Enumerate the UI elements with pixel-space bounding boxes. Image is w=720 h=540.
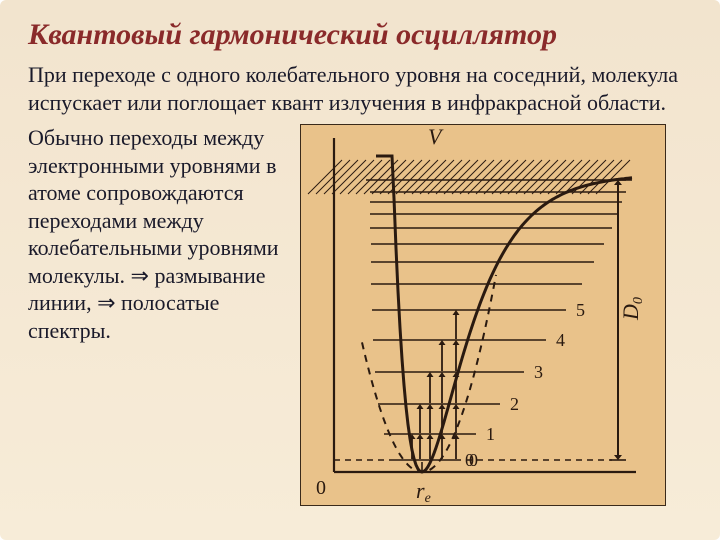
slide-title: Квантовый гармонический осциллятор <box>28 18 692 51</box>
svg-text:5: 5 <box>576 300 585 320</box>
morse-potential-diagram: V0re012345D00 <box>300 124 666 506</box>
svg-text:4: 4 <box>556 330 565 350</box>
diagram-svg: V0re012345D00 <box>300 124 666 506</box>
svg-text:0: 0 <box>469 450 478 470</box>
svg-text:3: 3 <box>534 362 543 382</box>
svg-text:0: 0 <box>316 477 326 499</box>
svg-text:2: 2 <box>510 394 519 414</box>
slide: Квантовый гармонический осциллятор При п… <box>0 0 720 540</box>
left-column: Обычно переходы между электронными уровн… <box>28 124 286 352</box>
intro-paragraph: При переходе с одного колебательного уро… <box>28 61 692 116</box>
svg-text:1: 1 <box>486 424 495 444</box>
content-row: Обычно переходы между электронными уровн… <box>28 124 692 506</box>
second-paragraph: Обычно переходы между электронными уровн… <box>28 124 286 344</box>
diagram-wrap: V0re012345D00 <box>300 124 692 506</box>
